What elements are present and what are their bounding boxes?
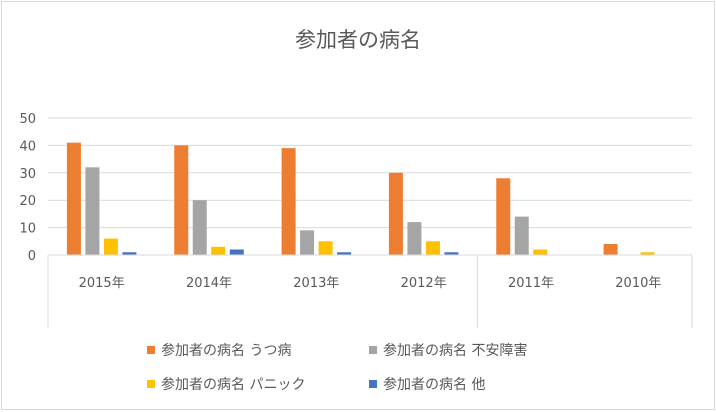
y-tick-label: 40 [19,139,36,154]
y-tick-label: 10 [19,222,36,237]
bar-0-5 [603,244,618,255]
legend-item: 参加者の病名 他 [369,374,569,394]
bar-3-0 [122,252,137,255]
x-tick-label: 2013年 [293,276,339,291]
y-tick-label: 50 [19,112,36,127]
bar-3-2 [337,252,352,255]
bar-2-4 [533,249,548,255]
chart-legend: 参加者の病名 うつ病 参加者の病名 不安障害参加者の病名 パニック 参加者の病名 他 [2,340,714,394]
bar-2-3 [425,241,440,255]
x-tick-label: 2015年 [79,276,125,291]
bar-2-5 [640,252,655,255]
bar-0-4 [496,178,511,255]
x-tick-label: 2010年 [615,276,661,291]
legend-item: 参加者の病名 不安障害 [369,340,569,360]
bar-3-1 [229,249,244,255]
legend-label: 参加者の病名 他 [383,377,486,393]
bar-0-0 [66,142,81,255]
legend-swatch [147,380,155,388]
legend-item: 参加者の病名 パニック [147,374,347,394]
bar-3-3 [444,252,459,255]
legend-label: 参加者の病名 不安障害 [383,343,528,359]
legend-swatch [369,380,377,388]
bar-2-0 [103,238,118,255]
bar-2-1 [211,246,226,255]
legend-swatch [147,346,155,354]
bar-0-2 [281,148,296,255]
bar-2-2 [318,241,333,255]
legend-label: 参加者の病名 パニック [161,377,306,393]
x-tick-label: 2011年 [508,276,554,291]
y-tick-label: 30 [19,167,36,182]
legend-swatch [369,346,377,354]
bar-0-1 [174,145,189,255]
bar-1-2 [300,230,315,255]
bar-1-1 [192,200,207,255]
y-tick-label: 0 [28,249,36,264]
y-tick-label: 20 [19,194,36,209]
legend-label: 参加者の病名 うつ病 [161,343,292,359]
chart-title: 参加者の病名 [295,28,421,52]
bar-0-3 [388,172,403,255]
bar-1-3 [407,222,422,255]
bar-1-0 [85,167,100,255]
x-tick-label: 2014年 [186,276,232,291]
x-tick-label: 2012年 [401,276,447,291]
bar-1-4 [514,216,529,255]
legend-item: 参加者の病名 うつ病 [147,340,347,360]
